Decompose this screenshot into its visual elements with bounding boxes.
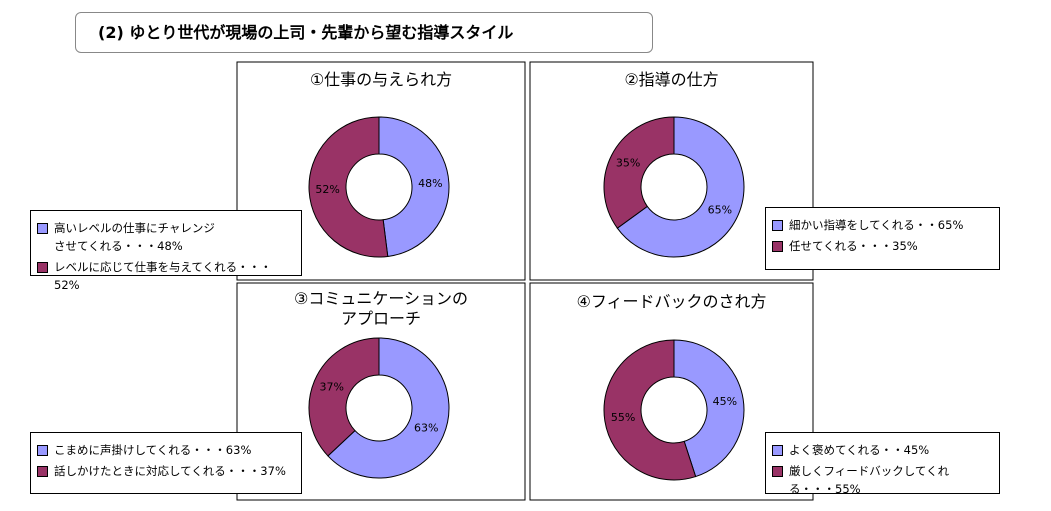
donut-slice (603, 116, 675, 229)
chart-title: ①仕事の与えられ方 (309, 70, 453, 89)
donut-slice (308, 116, 389, 258)
legend-label: 厳しくフィードバックしてくれる・・・55% (789, 464, 950, 496)
legend: 高いレベルの仕事にチャレンジ させてくれる・・・48% レベルに応じて仕事を与えて… (30, 210, 302, 292)
data-label: 48% (418, 177, 442, 190)
legend-label: こまめに声掛けしてくれる・・・63% (54, 443, 252, 457)
legend-item: 高いレベルの仕事にチャレンジ させてくれる・・・48% (37, 219, 295, 255)
donut-slice (308, 337, 380, 457)
donut-slice (378, 116, 450, 258)
donut-slice (616, 116, 745, 258)
legend-label: 高いレベルの仕事にチャレンジ させてくれる・・・48% (54, 221, 215, 253)
legend-swatch (772, 241, 783, 252)
legend-label: よく褒めてくれる・・45% (789, 443, 930, 457)
legend-label: 細かい指導をしてくれる・・65% (789, 218, 964, 232)
legend-item: よく褒めてくれる・・45% (772, 441, 993, 459)
chart-title: ②指導の仕方 (624, 70, 719, 89)
donut-slice (603, 339, 697, 481)
legend-swatch (37, 262, 48, 273)
data-label: 52% (315, 183, 339, 196)
data-label: 37% (320, 381, 344, 394)
legend-swatch (37, 445, 48, 456)
data-label: 55% (611, 411, 635, 424)
page-title: (2) ゆとり世代が現場の上司・先輩から望む指導スタイル (75, 12, 653, 53)
donut-slice (673, 339, 745, 478)
legend-label: レベルに応じて仕事を与えてくれる・・・52% (54, 260, 272, 292)
data-label: 45% (713, 395, 737, 408)
legend-swatch (37, 223, 48, 234)
legend: こまめに声掛けしてくれる・・・63% 話しかけたときに対応してくれる・・・37% (30, 432, 302, 494)
legend: 細かい指導をしてくれる・・65% 任せてくれる・・・35% (765, 207, 1000, 270)
legend-swatch (772, 445, 783, 456)
legend-item: こまめに声掛けしてくれる・・・63% (37, 441, 295, 459)
legend-swatch (772, 220, 783, 231)
chart-title: ③コミュニケーションの アプローチ (293, 289, 469, 328)
legend-item: 細かい指導をしてくれる・・65% (772, 216, 993, 234)
legend-item: 任せてくれる・・・35% (772, 237, 993, 255)
legend-label: 話しかけたときに対応してくれる・・・37% (54, 464, 286, 478)
legend-swatch (772, 466, 783, 477)
donut-slice (327, 337, 450, 479)
data-label: 65% (708, 203, 732, 216)
data-label: 35% (616, 157, 640, 170)
legend-label: 任せてくれる・・・35% (789, 239, 918, 253)
data-label: 63% (414, 421, 438, 434)
legend-swatch (37, 466, 48, 477)
legend-item: 厳しくフィードバックしてくれる・・・55% (772, 462, 993, 498)
legend-item: 話しかけたときに対応してくれる・・・37% (37, 462, 295, 480)
legend: よく褒めてくれる・・45% 厳しくフィードバックしてくれる・・・55% (765, 432, 1000, 496)
chart-title: ④フィードバックのされ方 (576, 292, 767, 311)
legend-item: レベルに応じて仕事を与えてくれる・・・52% (37, 258, 295, 294)
